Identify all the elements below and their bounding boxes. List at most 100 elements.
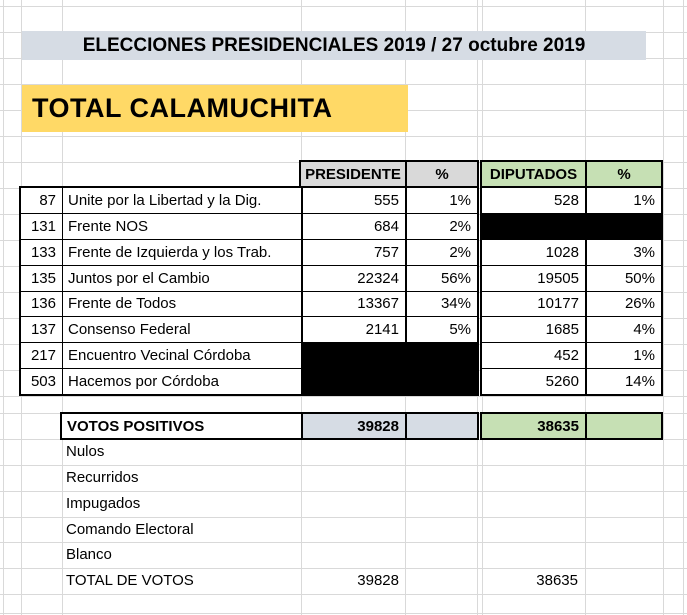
- table-row: 528 1%: [482, 188, 661, 214]
- votos-positivos-label-cell[interactable]: VOTOS POSITIVOS: [62, 414, 303, 438]
- table-row: 452 1%: [482, 343, 661, 370]
- table-row: 131 Frente NOS 684 2%: [21, 213, 477, 240]
- presidente-table-block: 87 Unite por la Libertad y la Dig. 555 1…: [19, 186, 479, 396]
- presidente-votes-blackout-cell[interactable]: [303, 343, 407, 369]
- header-presidente-pct-cell[interactable]: %: [435, 165, 449, 183]
- diputados-votes-blackout-cell[interactable]: [482, 213, 587, 239]
- gridline: [0, 491, 687, 492]
- party-name-cell[interactable]: Frente de Todos: [63, 291, 303, 317]
- party-name-cell[interactable]: Unite por la Libertad y la Dig.: [63, 188, 303, 213]
- table-row: 1028 3%: [482, 239, 661, 266]
- total-de-votos-label-cell[interactable]: TOTAL DE VOTOS: [66, 572, 194, 589]
- diputados-votes-cell[interactable]: 10177: [482, 291, 587, 317]
- party-code-cell[interactable]: 135: [21, 265, 63, 291]
- presidente-votes-cell[interactable]: 22324: [303, 265, 407, 291]
- party-code-cell[interactable]: 503: [21, 369, 63, 394]
- blanco-label-cell[interactable]: Blanco: [66, 546, 112, 563]
- presidente-votes-cell[interactable]: 13367: [303, 291, 407, 317]
- party-name-cell[interactable]: Frente de Izquierda y los Trab.: [63, 239, 303, 265]
- diputados-votes-cell[interactable]: 5260: [482, 369, 587, 394]
- party-code-cell[interactable]: 217: [21, 343, 63, 369]
- table-row: 1685 4%: [482, 317, 661, 344]
- diputados-votes-cell[interactable]: 1685: [482, 317, 587, 343]
- diputados-pct-cell[interactable]: 1%: [633, 347, 655, 365]
- table-row: 5260 14%: [482, 369, 661, 394]
- votos-positivos-diputados-cell[interactable]: 38635: [482, 414, 587, 438]
- gridline: [0, 396, 687, 397]
- votos-positivos-presidente-cell[interactable]: 39828: [303, 414, 407, 438]
- diputados-pct-cell[interactable]: 26%: [624, 295, 655, 313]
- votos-positivos-diputados-pct-cell[interactable]: [587, 414, 661, 438]
- gridline: [663, 0, 664, 615]
- table-row: 19505 50%: [482, 265, 661, 292]
- presidente-votes-cell[interactable]: 555: [303, 188, 407, 213]
- table-row: 503 Hacemos por Córdoba: [21, 369, 477, 394]
- diputados-pct-cell[interactable]: 14%: [624, 373, 655, 391]
- gridline: [0, 465, 687, 466]
- presidente-pct-cell[interactable]: 34%: [440, 295, 471, 313]
- table-row: 217 Encuentro Vecinal Córdoba: [21, 343, 477, 370]
- party-name-cell[interactable]: Hacemos por Córdoba: [63, 369, 303, 394]
- table-row: 87 Unite por la Libertad y la Dig. 555 1…: [21, 188, 477, 214]
- table-row: 10177 26%: [482, 291, 661, 318]
- party-code-cell[interactable]: 137: [21, 317, 63, 343]
- party-code-cell[interactable]: 131: [21, 213, 63, 239]
- comando-electoral-label-cell[interactable]: Comando Electoral: [66, 521, 194, 538]
- presidente-votes-cell[interactable]: 2141: [303, 317, 407, 343]
- party-name-cell[interactable]: Juntos por el Cambio: [63, 265, 303, 291]
- header-diputados-cell[interactable]: DIPUTADOS: [482, 162, 587, 186]
- table-row: [482, 213, 661, 240]
- diputados-votes-cell[interactable]: 1028: [482, 239, 587, 265]
- presidente-votes-cell[interactable]: 684: [303, 213, 407, 239]
- header-presidente-cell[interactable]: PRESIDENTE: [301, 162, 407, 186]
- party-name-cell[interactable]: Frente NOS: [63, 213, 303, 239]
- gridline: [0, 6, 687, 7]
- presidente-pct-cell[interactable]: 2%: [449, 243, 471, 261]
- presidente-votes-cell[interactable]: 757: [303, 239, 407, 265]
- header-diputados-pct-cell[interactable]: %: [617, 165, 631, 183]
- diputados-pct-cell[interactable]: 3%: [633, 243, 655, 261]
- presidente-pct-blackout-cell[interactable]: [407, 343, 477, 369]
- diputados-table-block: 528 1% 1028 3% 19505 50% 10177 26% 1685 …: [480, 186, 663, 396]
- party-code-cell[interactable]: 136: [21, 291, 63, 317]
- presidente-pct-cell[interactable]: 1%: [449, 191, 471, 209]
- gridline: [683, 0, 684, 615]
- votos-positivos-presidente-pct-cell[interactable]: [407, 414, 477, 438]
- presidente-header-block: PRESIDENTE %: [299, 160, 479, 188]
- presidente-pct-cell[interactable]: 2%: [449, 217, 471, 235]
- gridline: [0, 568, 687, 569]
- presidente-pct-blackout-cell[interactable]: [407, 369, 477, 394]
- gridline: [3, 0, 4, 615]
- diputados-header-block: DIPUTADOS %: [480, 160, 663, 188]
- nulos-label-cell[interactable]: Nulos: [66, 443, 105, 460]
- table-row: 135 Juntos por el Cambio 22324 56%: [21, 265, 477, 292]
- diputados-pct-blackout-cell[interactable]: [587, 213, 661, 239]
- diputados-pct-cell[interactable]: 50%: [624, 269, 655, 287]
- diputados-votes-cell[interactable]: 452: [482, 343, 587, 369]
- presidente-pct-cell[interactable]: 56%: [440, 269, 471, 287]
- gridline: [0, 84, 687, 85]
- diputados-votes-cell[interactable]: 528: [482, 188, 587, 213]
- gridline: [0, 613, 687, 614]
- region-title-cell[interactable]: TOTAL CALAMUCHITA: [22, 85, 408, 132]
- diputados-pct-cell[interactable]: 4%: [633, 321, 655, 339]
- election-title-cell[interactable]: ELECCIONES PRESIDENCIALES 2019 / 27 octu…: [22, 31, 646, 60]
- diputados-votes-cell[interactable]: 19505: [482, 265, 587, 291]
- recurridos-label-cell[interactable]: Recurridos: [66, 469, 139, 486]
- gridline: [0, 594, 687, 595]
- total-presidente-cell[interactable]: 39828: [357, 572, 399, 589]
- party-code-cell[interactable]: 87: [21, 188, 63, 213]
- votos-positivos-diputados-block: 38635: [480, 412, 663, 440]
- gridline: [0, 136, 687, 137]
- votos-positivos-block: VOTOS POSITIVOS 39828: [60, 412, 479, 440]
- party-name-cell[interactable]: Consenso Federal: [63, 317, 303, 343]
- party-code-cell[interactable]: 133: [21, 239, 63, 265]
- impugados-label-cell[interactable]: Impugados: [66, 495, 141, 512]
- party-name-cell[interactable]: Encuentro Vecinal Córdoba: [63, 343, 303, 369]
- diputados-pct-cell[interactable]: 1%: [633, 191, 655, 209]
- table-row: 137 Consenso Federal 2141 5%: [21, 317, 477, 344]
- presidente-votes-blackout-cell[interactable]: [303, 369, 407, 394]
- presidente-pct-cell[interactable]: 5%: [449, 321, 471, 339]
- total-diputados-cell[interactable]: 38635: [536, 572, 578, 589]
